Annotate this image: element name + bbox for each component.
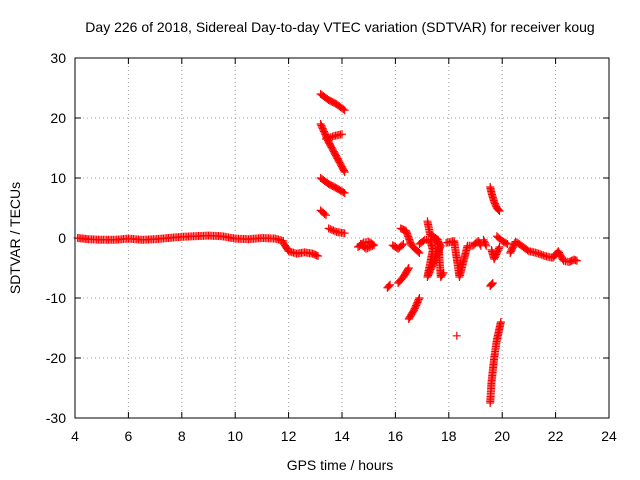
data-point-fill <box>384 282 393 291</box>
y-tick-label: 10 <box>50 170 66 186</box>
x-tick-label: 8 <box>178 428 186 444</box>
data-point-fill <box>403 265 412 274</box>
data-point-fill <box>481 240 490 249</box>
data-point <box>488 279 497 287</box>
data-point-fill <box>487 281 496 289</box>
data-point-fill <box>414 295 423 304</box>
x-tick-label: 14 <box>334 428 350 444</box>
data-point <box>495 243 504 251</box>
data-point-fill <box>414 247 423 256</box>
data-point-fill <box>339 188 348 197</box>
plot-border <box>74 57 610 419</box>
data-point <box>356 240 365 248</box>
data-point <box>404 264 413 272</box>
data-point <box>399 240 408 248</box>
data-point <box>415 294 424 302</box>
y-tick-label: -30 <box>46 410 66 426</box>
axis-ticks: 4 6 8 10 12 14 16 18 20 22 24 -30 -20 -10 0 10 20 30 <box>46 50 617 444</box>
data-point <box>338 130 346 139</box>
data-point <box>572 256 581 265</box>
y-axis-label: SDTVAR / TECUs <box>7 182 23 294</box>
data-point <box>386 280 395 289</box>
data-point <box>482 241 491 250</box>
data-point-fill <box>494 206 503 214</box>
data-point-fill <box>502 239 511 248</box>
data-point-fill <box>385 281 394 290</box>
data-point-fill <box>487 280 496 288</box>
x-tick-label: 20 <box>494 428 510 444</box>
data-point-fill <box>494 244 503 253</box>
data-point-fill <box>358 241 367 250</box>
y-tick-label: -10 <box>46 290 66 306</box>
y-tick-label: 30 <box>50 50 66 66</box>
data-point-fill <box>438 270 447 279</box>
data-point <box>452 331 461 340</box>
x-axis-label: GPS time / hours <box>287 457 394 473</box>
x-tick-label: 22 <box>548 428 564 444</box>
data-point <box>439 268 448 277</box>
chart-title: Day 226 of 2018, Sidereal Day-to-day VTE… <box>85 19 594 35</box>
data-point-fill <box>339 105 348 114</box>
data-point <box>495 207 504 215</box>
x-tick-label: 16 <box>388 428 404 444</box>
x-tick-label: 6 <box>125 428 133 444</box>
data-point-fill <box>398 241 407 250</box>
data-point <box>313 252 322 260</box>
data-point-fill <box>320 210 329 218</box>
data-point <box>340 189 349 197</box>
x-tick-label: 10 <box>227 428 243 444</box>
data-points <box>73 90 581 407</box>
data-point <box>340 229 349 238</box>
y-tick-label: 20 <box>50 110 66 126</box>
data-point <box>340 168 349 176</box>
x-tick-label: 24 <box>601 428 617 444</box>
x-tick-label: 12 <box>281 428 297 444</box>
data-point <box>496 318 505 326</box>
x-tick-label: 18 <box>441 428 457 444</box>
data-point <box>415 249 424 257</box>
data-point <box>503 240 512 248</box>
x-tick-label: 4 <box>71 428 79 444</box>
data-point-fill <box>493 205 502 213</box>
grid <box>75 58 609 418</box>
y-tick-label: -20 <box>46 350 66 366</box>
data-point <box>321 211 330 220</box>
data-point-fill <box>339 166 348 175</box>
y-tick-label: 0 <box>58 230 66 246</box>
data-point <box>340 106 349 115</box>
